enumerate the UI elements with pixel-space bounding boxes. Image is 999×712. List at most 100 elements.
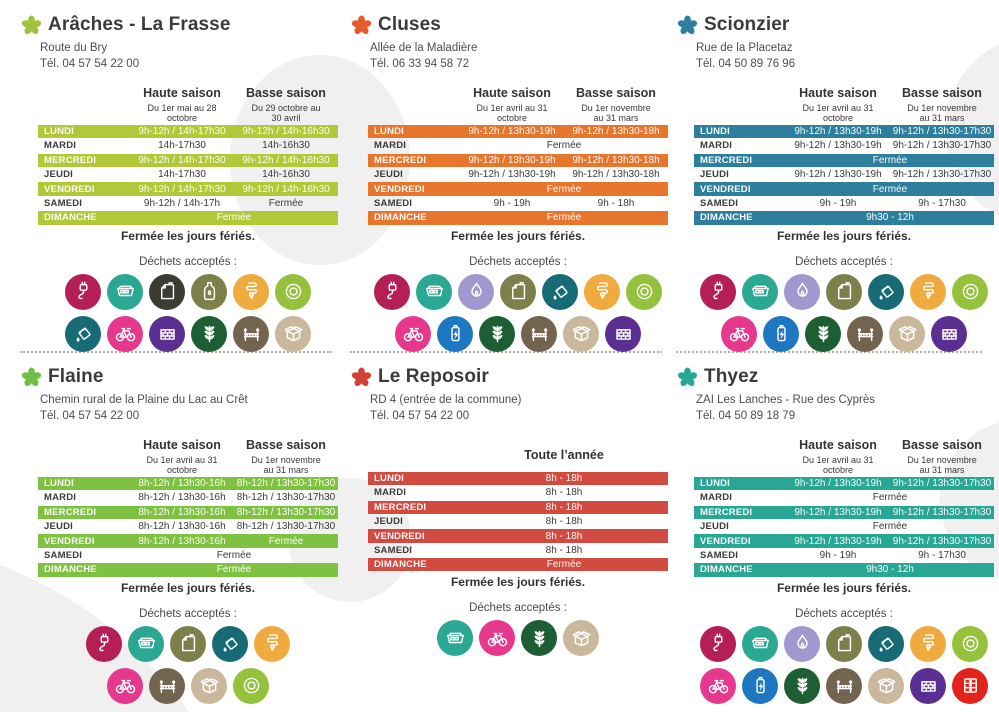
jerrycan-icon xyxy=(500,273,536,310)
hours-cell: 9h-12h / 13h30-19h xyxy=(794,535,882,547)
season-dates: Du 1er avril au 31 octobre xyxy=(802,102,874,123)
hours-cell: Fermée xyxy=(872,154,908,166)
day-label: MARDI xyxy=(700,140,733,152)
season-dates: Du 1er novembre au 31 mars xyxy=(907,102,977,123)
day-label: MARDI xyxy=(374,140,407,152)
panel-phone: Tél. 06 33 94 58 72 xyxy=(370,58,470,71)
season-name: Haute saison xyxy=(143,437,221,452)
table-row: MERCREDI Fermée xyxy=(694,153,994,168)
season-name: Basse saison xyxy=(246,437,326,452)
table-row: DIMANCHE Fermée xyxy=(368,211,668,225)
day-label: MARDI xyxy=(374,487,407,499)
day-label: MARDI xyxy=(44,140,77,152)
season-column: Toute l’année xyxy=(460,446,668,465)
panel-header: Arâches - La Frasse xyxy=(20,14,342,36)
battery-icon xyxy=(437,315,473,352)
hours-cell: 9h-12h / 14h-16h30 xyxy=(242,183,330,195)
hours-cell: 9h-12h / 13h30-19h xyxy=(468,169,556,181)
panel-header: Cluses xyxy=(350,14,672,36)
day-label: LUNDI xyxy=(700,126,731,138)
hours-cell: Fermée xyxy=(546,212,582,224)
battery-icon xyxy=(742,667,778,704)
table-row: MARDI 8h - 18h xyxy=(368,486,668,499)
hours-cell: 9h-12h / 13h30-19h xyxy=(794,140,882,152)
day-label: MARDI xyxy=(700,492,733,504)
panel-phone: Tél. 04 57 54 22 00 xyxy=(370,410,470,423)
table-row: VENDREDI Fermée xyxy=(694,182,994,196)
plug-icon xyxy=(700,625,736,662)
bike-icon xyxy=(700,667,736,704)
paint-icon xyxy=(868,625,904,662)
flower-star-icon xyxy=(677,15,698,34)
day-label: MERCREDI xyxy=(44,506,97,518)
accepted-waste-label: Déchets acceptés : xyxy=(469,602,567,615)
table-row: LUNDI 9h-12h / 13h30-19h 9h-12h / 13h30-17… xyxy=(694,124,994,139)
plant-icon xyxy=(191,315,227,352)
panel-address: Rue de la Placetaz xyxy=(696,42,793,54)
accepted-waste-icons xyxy=(38,625,338,704)
hours-cell: 8h-12h / 13h30-17h30 xyxy=(236,521,336,533)
holiday-note: Fermée les jours fériés. xyxy=(120,228,256,243)
table-row: SAMEDI 8h - 18h xyxy=(368,544,668,557)
season-column: Basse saison Du 29 octobre au 30 avril xyxy=(234,84,338,123)
bricks-icon xyxy=(149,315,185,352)
panel-phone: Tél. 04 50 89 18 79 xyxy=(696,410,796,423)
jerrycan-icon xyxy=(826,625,862,662)
flame-icon xyxy=(784,273,820,310)
bedframe-icon xyxy=(521,315,557,352)
day-label: VENDREDI xyxy=(44,535,95,547)
schedule-table: LUNDI 8h - 18h MARDI 8h - 18h MERCREDI 8h - 1… xyxy=(368,471,668,572)
season-dates: Du 29 octobre au 30 avril xyxy=(251,102,321,123)
table-row: DIMANCHE Fermée xyxy=(38,211,338,225)
table-row: LUNDI 9h-12h / 13h30-19h 9h-12h / 13h30-17… xyxy=(694,476,994,491)
hours-cell: 9h-12h / 13h30-17h30 xyxy=(892,140,992,152)
accepted-waste-icons xyxy=(368,620,668,657)
season-header: Haute saison Du 1er mai au 28 octobre Bass… xyxy=(130,84,338,123)
day-label: LUNDI xyxy=(44,126,75,138)
hours-cell: 8h - 18h xyxy=(545,544,583,556)
hours-cell: 9h-12h / 13h30-17h30 xyxy=(892,126,992,138)
skip-icon xyxy=(742,273,778,310)
season-header: Haute saison Du 1er avril au 31 octobre Ba… xyxy=(786,436,994,475)
bulb-icon xyxy=(584,273,620,310)
hours-cell: 9h-12h / 13h30-19h xyxy=(468,154,556,166)
hours-cell: 8h - 18h xyxy=(545,501,583,513)
flower-star-icon xyxy=(21,367,42,386)
bulb-icon xyxy=(910,625,946,662)
panel-header: Thyez xyxy=(676,366,998,388)
panel-title: Le Reposoir xyxy=(378,366,489,387)
day-label: SAMEDI xyxy=(44,550,83,562)
hours-cell: 9h-12h / 13h30-19h xyxy=(468,126,556,138)
jerrycan-icon xyxy=(149,273,185,310)
icon-row xyxy=(368,620,668,657)
bike-icon xyxy=(479,620,515,657)
hours-cell: 9h30 - 12h xyxy=(866,212,914,224)
flower-star-icon xyxy=(351,367,372,386)
table-row: SAMEDI 9h-12h / 14h-17h Fermée xyxy=(38,197,338,210)
season-column: Haute saison Du 1er avril au 31 octobre xyxy=(130,436,234,475)
tire-icon xyxy=(275,273,311,310)
day-label: JEUDI xyxy=(44,169,73,181)
day-label: JEUDI xyxy=(700,169,729,181)
schedule-table: LUNDI 9h-12h / 14h-17h30 9h-12h / 14h-16h3… xyxy=(38,124,338,225)
hours-cell: 9h-12h / 13h30-18h xyxy=(572,154,660,166)
bike-icon xyxy=(107,315,143,352)
hours-cell: 14h-16h30 xyxy=(262,140,310,152)
season-column: Haute saison Du 1er mai au 28 octobre xyxy=(130,84,234,123)
box-icon xyxy=(889,315,925,352)
table-row: JEUDI 8h - 18h xyxy=(368,515,668,528)
schedule-table: LUNDI 9h-12h / 13h30-19h 9h-12h / 13h30-17… xyxy=(694,124,994,225)
season-dates: Du 1er novembre au 31 mars xyxy=(581,102,651,123)
season-column: Basse saison Du 1er novembre au 31 mars xyxy=(890,436,994,475)
day-label: DIMANCHE xyxy=(700,564,753,576)
schedule-table: LUNDI 9h-12h / 13h30-19h 9h-12h / 13h30-17… xyxy=(694,476,994,577)
paint-icon xyxy=(212,625,248,662)
day-label: DIMANCHE xyxy=(374,559,427,571)
day-label: VENDREDI xyxy=(44,183,95,195)
flower-star-icon xyxy=(351,15,372,34)
bulb-icon xyxy=(233,273,269,310)
dotted-divider xyxy=(676,351,982,353)
table-row: VENDREDI 8h - 18h xyxy=(368,529,668,543)
season-dates: Du 1er mai au 28 octobre xyxy=(147,102,217,123)
